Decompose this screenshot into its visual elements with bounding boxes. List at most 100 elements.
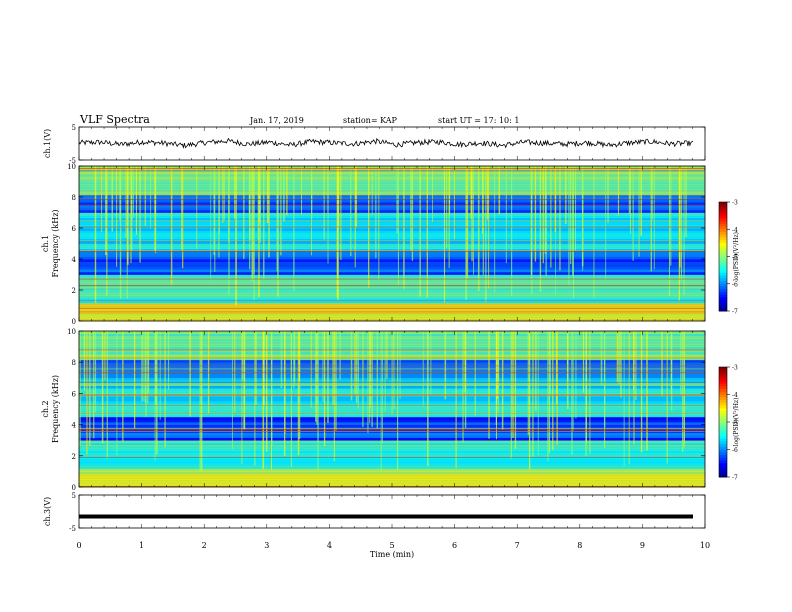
ch1-spectrogram-ytick-label: 0 xyxy=(72,318,76,326)
colorbar-cell xyxy=(719,386,727,390)
ch1-spectrogram-ytick-label: 10 xyxy=(67,163,76,171)
colorbar-tick-label: -5 xyxy=(732,254,738,261)
ch2-spectrogram-band xyxy=(79,448,705,451)
colorbar-cell xyxy=(719,248,727,252)
ch2-spectrogram-ytick-label: 8 xyxy=(72,359,76,367)
colorbar-cell xyxy=(719,369,727,373)
colorbar-cell xyxy=(719,397,727,401)
colorbar-cell xyxy=(719,202,727,206)
ch2-spectrogram-band xyxy=(79,437,705,441)
ch1-spectrogram-band xyxy=(79,282,705,286)
ch1-spectrogram-band xyxy=(79,266,705,270)
colorbar-cell xyxy=(719,427,727,431)
ch1-spectrogram-band xyxy=(79,261,705,265)
colorbar-cell xyxy=(719,424,727,428)
colorbar-cell xyxy=(719,391,727,395)
colorbar-cell xyxy=(719,281,727,285)
colorbar-cell xyxy=(719,264,727,268)
ch1-waveform-ytick-label: 5 xyxy=(72,124,76,132)
ch1-spectrogram-band xyxy=(79,290,705,293)
colorbar-cell xyxy=(719,212,727,217)
ch1-spectrogram-band xyxy=(79,256,705,260)
ch1-spectrogram-ylabel: ch.1 xyxy=(41,235,50,252)
ch1-spectrogram-band xyxy=(79,176,705,180)
x-tick-label: 1 xyxy=(139,541,144,550)
colorbar-cell xyxy=(719,372,727,376)
colorbar-cell xyxy=(719,400,727,404)
ch2-spectrogram-band xyxy=(79,479,705,483)
colorbar-cell xyxy=(719,457,727,461)
colorbar-cell xyxy=(719,270,727,274)
ch1-spectrogram-band xyxy=(79,220,705,224)
ch1-spectrogram-ytick-label: 2 xyxy=(72,287,76,295)
date-label: Jan. 17, 2019 xyxy=(250,116,304,125)
ch3-waveform-frame xyxy=(78,494,706,529)
ch2-spectrogram-band xyxy=(79,445,705,449)
x-tick-label: 2 xyxy=(202,541,207,550)
colorbar-cell xyxy=(719,240,727,244)
colorbar-cell xyxy=(719,308,727,312)
colorbar-cell xyxy=(719,375,727,379)
x-tick-label: 4 xyxy=(327,541,332,550)
colorbar-cell xyxy=(719,256,727,260)
ch1-waveform-ylabel: ch.1(V) xyxy=(43,129,52,158)
colorbar-cell xyxy=(719,234,727,238)
colorbar-cell xyxy=(719,411,727,415)
ch2-spectrogram-band xyxy=(79,450,705,454)
ch1-spectrogram-panel: -3 -4 -5 -6 -7 log(PSD)(V²/Hz) Frequency (kHz)… xyxy=(41,163,740,326)
colorbar-cell xyxy=(719,413,727,417)
colorbar-cell xyxy=(719,463,727,467)
ch1-spectrogram-band xyxy=(79,191,705,195)
ch1-spectrogram-band xyxy=(79,228,705,231)
ch1-spectrogram-band xyxy=(79,204,705,208)
colorbar-cell xyxy=(719,251,727,255)
ch1-spectrogram-band xyxy=(79,171,705,175)
colorbar-cell xyxy=(719,422,727,426)
colorbar-cell xyxy=(719,402,727,406)
colorbar-cell xyxy=(719,226,727,230)
colorbar-cell xyxy=(719,441,727,445)
ch1-spectrogram-ylabel2: Frequency (kHz) xyxy=(51,209,60,277)
ch1-spectrogram-band xyxy=(79,197,705,200)
ch2-spectrogram-ytick-label: 10 xyxy=(67,328,76,336)
colorbar-cell xyxy=(719,438,727,442)
ch1-spectrogram-band xyxy=(79,269,705,273)
ch2-spectrogram-band xyxy=(79,468,705,472)
ch1-spectrogram-band xyxy=(79,284,705,288)
colorbar-tick-label: -4 xyxy=(732,227,738,234)
x-tick-label: 9 xyxy=(640,541,645,550)
ch2-spectrogram-band xyxy=(79,458,705,462)
colorbar-cell xyxy=(719,297,727,301)
ch1-spectrogram-band xyxy=(79,186,705,190)
ch1-spectrogram-band xyxy=(79,212,705,216)
colorbar-cell xyxy=(719,405,727,409)
colorbar-cell xyxy=(719,210,727,214)
colorbar-cell xyxy=(719,272,727,277)
ch1-spectrogram-band xyxy=(79,271,705,275)
ch1-spectrogram-ytick-label: 8 xyxy=(72,194,76,202)
colorbar-tick-label: -3 xyxy=(732,200,738,207)
colorbar-cell xyxy=(719,460,727,464)
colorbar-label: log(PSD)(V²/Hz) xyxy=(733,232,740,281)
ch1-spectrogram-band xyxy=(79,253,705,257)
ch1-spectrogram-band xyxy=(79,217,705,221)
colorbar-cell xyxy=(719,218,727,222)
colorbar-cell xyxy=(719,207,727,211)
colorbar-cell xyxy=(719,383,727,387)
colorbar-cell xyxy=(719,416,727,420)
ch1-spectrogram-band xyxy=(79,295,705,299)
colorbar-cell xyxy=(719,259,727,263)
colorbar-cell xyxy=(719,204,727,208)
ch1-spectrogram-band xyxy=(79,310,705,314)
ch2-spectrogram-ylabel2: Frequency (kHz) xyxy=(51,375,60,443)
ch1-spectrogram-band xyxy=(79,279,705,283)
ch3-waveform-ytick-label: 5 xyxy=(72,492,76,500)
colorbar-cell xyxy=(719,435,727,439)
ch2-spectrogram-band xyxy=(79,453,705,457)
ch1-spectrogram-band xyxy=(79,238,705,242)
colorbar-cell xyxy=(719,291,727,296)
ch2-spectrogram-band xyxy=(79,466,705,470)
ch1-waveform-ytick-label: -5 xyxy=(69,157,76,165)
ch3-waveform-ylabel: ch.3(V) xyxy=(43,497,52,526)
